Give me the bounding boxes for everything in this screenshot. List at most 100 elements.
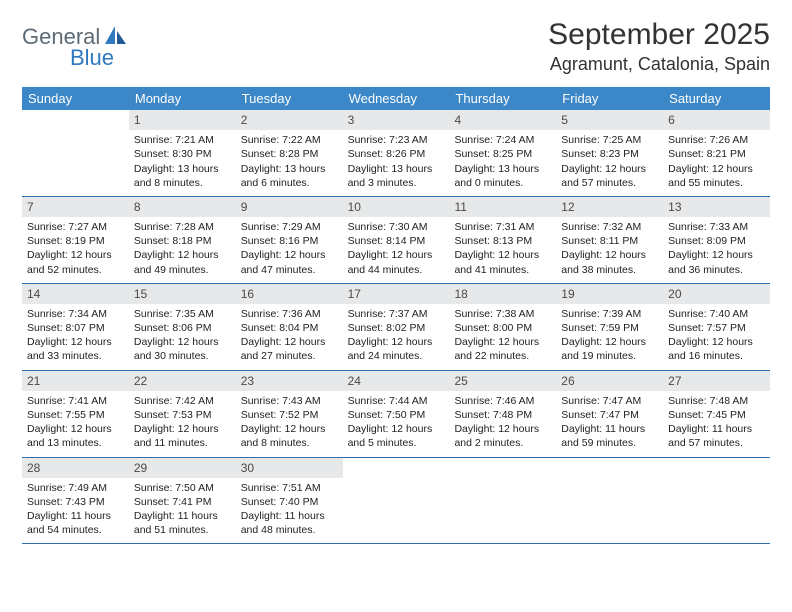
sunset-line: Sunset: 8:19 PM (27, 234, 124, 248)
sunrise-line: Sunrise: 7:33 AM (668, 220, 765, 234)
sunset-line: Sunset: 8:28 PM (241, 147, 338, 161)
daylight-line: Daylight: 12 hours and 52 minutes. (27, 248, 124, 276)
day-cell: 23Sunrise: 7:43 AMSunset: 7:52 PMDayligh… (236, 371, 343, 457)
day-cell (22, 110, 129, 196)
sunset-line: Sunset: 7:53 PM (134, 408, 231, 422)
day-number: 3 (343, 110, 450, 130)
sunrise-line: Sunrise: 7:32 AM (561, 220, 658, 234)
day-cell: 7Sunrise: 7:27 AMSunset: 8:19 PMDaylight… (22, 197, 129, 283)
daylight-line: Daylight: 12 hours and 41 minutes. (454, 248, 551, 276)
weekday-header: Tuesday (236, 87, 343, 110)
day-number: 1 (129, 110, 236, 130)
sunrise-line: Sunrise: 7:30 AM (348, 220, 445, 234)
day-cell: 10Sunrise: 7:30 AMSunset: 8:14 PMDayligh… (343, 197, 450, 283)
daylight-line: Daylight: 11 hours and 57 minutes. (668, 422, 765, 450)
sunset-line: Sunset: 8:18 PM (134, 234, 231, 248)
daylight-line: Daylight: 13 hours and 6 minutes. (241, 162, 338, 190)
daylight-line: Daylight: 12 hours and 8 minutes. (241, 422, 338, 450)
day-number: 8 (129, 197, 236, 217)
daylight-line: Daylight: 12 hours and 33 minutes. (27, 335, 124, 363)
weekday-header: Sunday (22, 87, 129, 110)
sunset-line: Sunset: 7:48 PM (454, 408, 551, 422)
sunrise-line: Sunrise: 7:27 AM (27, 220, 124, 234)
day-number: 22 (129, 371, 236, 391)
sunset-line: Sunset: 8:25 PM (454, 147, 551, 161)
daylight-line: Daylight: 12 hours and 44 minutes. (348, 248, 445, 276)
daylight-line: Daylight: 12 hours and 55 minutes. (668, 162, 765, 190)
sunrise-line: Sunrise: 7:48 AM (668, 394, 765, 408)
sunrise-line: Sunrise: 7:50 AM (134, 481, 231, 495)
sunset-line: Sunset: 8:00 PM (454, 321, 551, 335)
day-cell (449, 458, 556, 544)
sunset-line: Sunset: 8:02 PM (348, 321, 445, 335)
day-number: 27 (663, 371, 770, 391)
week-row: 21Sunrise: 7:41 AMSunset: 7:55 PMDayligh… (22, 371, 770, 458)
day-number: 25 (449, 371, 556, 391)
daylight-line: Daylight: 12 hours and 49 minutes. (134, 248, 231, 276)
daylight-line: Daylight: 13 hours and 8 minutes. (134, 162, 231, 190)
daylight-line: Daylight: 11 hours and 51 minutes. (134, 509, 231, 537)
sunrise-line: Sunrise: 7:22 AM (241, 133, 338, 147)
sunset-line: Sunset: 7:52 PM (241, 408, 338, 422)
logo-text-blue: Blue (70, 45, 114, 70)
daylight-line: Daylight: 13 hours and 3 minutes. (348, 162, 445, 190)
day-number: 9 (236, 197, 343, 217)
location: Agramunt, Catalonia, Spain (548, 54, 770, 75)
sunrise-line: Sunrise: 7:25 AM (561, 133, 658, 147)
daylight-line: Daylight: 12 hours and 38 minutes. (561, 248, 658, 276)
day-number: 20 (663, 284, 770, 304)
sunset-line: Sunset: 8:21 PM (668, 147, 765, 161)
sunset-line: Sunset: 8:14 PM (348, 234, 445, 248)
calendar-body: 1Sunrise: 7:21 AMSunset: 8:30 PMDaylight… (22, 110, 770, 544)
day-cell (556, 458, 663, 544)
sunrise-line: Sunrise: 7:24 AM (454, 133, 551, 147)
day-cell: 9Sunrise: 7:29 AMSunset: 8:16 PMDaylight… (236, 197, 343, 283)
daylight-line: Daylight: 12 hours and 24 minutes. (348, 335, 445, 363)
daylight-line: Daylight: 12 hours and 16 minutes. (668, 335, 765, 363)
day-number: 13 (663, 197, 770, 217)
sunrise-line: Sunrise: 7:42 AM (134, 394, 231, 408)
sunset-line: Sunset: 8:09 PM (668, 234, 765, 248)
day-number: 11 (449, 197, 556, 217)
daylight-line: Daylight: 12 hours and 2 minutes. (454, 422, 551, 450)
day-cell: 2 Sunrise: 7:22 AMSunset: 8:28 PMDaylight… (236, 110, 343, 196)
month-title: September 2025 (548, 18, 770, 52)
day-cell: 20Sunrise: 7:40 AMSunset: 7:57 PMDayligh… (663, 284, 770, 370)
day-number: 12 (556, 197, 663, 217)
sunrise-line: Sunrise: 7:51 AM (241, 481, 338, 495)
sunset-line: Sunset: 7:55 PM (27, 408, 124, 422)
day-number: 28 (22, 458, 129, 478)
sunset-line: Sunset: 7:50 PM (348, 408, 445, 422)
daylight-line: Daylight: 11 hours and 59 minutes. (561, 422, 658, 450)
day-number: 18 (449, 284, 556, 304)
daylight-line: Daylight: 12 hours and 57 minutes. (561, 162, 658, 190)
header: General September 2025 Agramunt, Catalon… (22, 18, 770, 75)
sunrise-line: Sunrise: 7:44 AM (348, 394, 445, 408)
sunrise-line: Sunrise: 7:47 AM (561, 394, 658, 408)
weekday-header-row: SundayMondayTuesdayWednesdayThursdayFrid… (22, 87, 770, 110)
day-cell: 16Sunrise: 7:36 AMSunset: 8:04 PMDayligh… (236, 284, 343, 370)
day-cell: 17Sunrise: 7:37 AMSunset: 8:02 PMDayligh… (343, 284, 450, 370)
sunrise-line: Sunrise: 7:26 AM (668, 133, 765, 147)
day-number: 2 (236, 110, 343, 130)
day-number: 26 (556, 371, 663, 391)
day-number: 4 (449, 110, 556, 130)
sunset-line: Sunset: 8:11 PM (561, 234, 658, 248)
sunrise-line: Sunrise: 7:41 AM (27, 394, 124, 408)
day-cell: 5Sunrise: 7:25 AMSunset: 8:23 PMDaylight… (556, 110, 663, 196)
day-cell: 21Sunrise: 7:41 AMSunset: 7:55 PMDayligh… (22, 371, 129, 457)
sunset-line: Sunset: 8:13 PM (454, 234, 551, 248)
day-number: 15 (129, 284, 236, 304)
sunset-line: Sunset: 7:47 PM (561, 408, 658, 422)
sunset-line: Sunset: 7:43 PM (27, 495, 124, 509)
sunrise-line: Sunrise: 7:46 AM (454, 394, 551, 408)
day-number: 16 (236, 284, 343, 304)
daylight-line: Daylight: 12 hours and 5 minutes. (348, 422, 445, 450)
sunset-line: Sunset: 8:06 PM (134, 321, 231, 335)
day-cell: 3Sunrise: 7:23 AMSunset: 8:26 PMDaylight… (343, 110, 450, 196)
sunrise-line: Sunrise: 7:21 AM (134, 133, 231, 147)
sunrise-line: Sunrise: 7:31 AM (454, 220, 551, 234)
sunrise-line: Sunrise: 7:49 AM (27, 481, 124, 495)
daylight-line: Daylight: 11 hours and 48 minutes. (241, 509, 338, 537)
day-cell: 15Sunrise: 7:35 AMSunset: 8:06 PMDayligh… (129, 284, 236, 370)
